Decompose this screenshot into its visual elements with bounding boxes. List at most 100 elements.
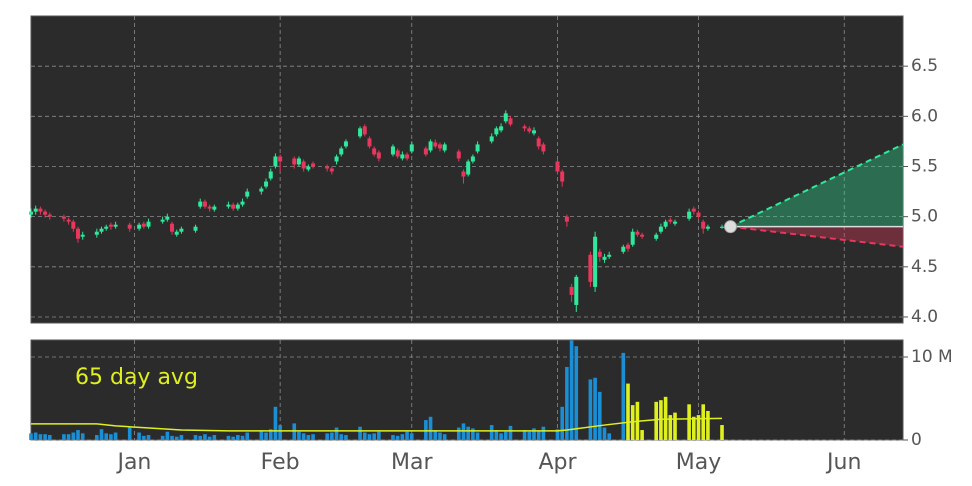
candle-body <box>231 204 236 209</box>
candle-body <box>268 171 273 179</box>
volume-bar <box>29 433 33 440</box>
candle-body <box>433 142 438 147</box>
volume-bar <box>405 431 409 440</box>
candle-body <box>437 144 442 149</box>
candle-body <box>696 212 701 217</box>
candle-body <box>235 204 240 209</box>
candle-body <box>94 231 99 235</box>
candle-body <box>240 201 245 205</box>
volume-bar <box>607 433 611 440</box>
candle-body <box>38 208 43 212</box>
candle-body <box>66 219 71 222</box>
volume-bar <box>663 396 668 440</box>
candle-body <box>527 128 532 132</box>
volume-bar <box>367 434 372 440</box>
candle-body <box>621 246 626 252</box>
candle-body <box>292 158 297 165</box>
volume-bar <box>377 431 381 440</box>
volume-bar <box>536 430 541 440</box>
volume-bar <box>560 406 564 440</box>
volume-bar <box>522 430 527 440</box>
y-tick-label: 6.0 <box>911 106 938 126</box>
volume-bar <box>292 423 297 440</box>
volume-bar <box>104 433 109 440</box>
volume-bar <box>442 434 447 440</box>
volume-bar <box>259 430 264 440</box>
volume-bar <box>306 435 311 440</box>
volume-bar <box>297 431 301 440</box>
volume-bar <box>174 436 179 440</box>
candle-body <box>569 286 574 295</box>
candle-body <box>400 154 405 159</box>
volume-bar <box>236 435 240 440</box>
candle-body <box>499 126 504 131</box>
volume-bar <box>461 423 466 440</box>
candle-body <box>705 226 710 229</box>
volume-bar <box>668 415 673 440</box>
volume-bar <box>433 430 438 440</box>
volume-bar <box>127 427 132 440</box>
candle-body <box>466 161 471 175</box>
candle-body <box>264 181 269 187</box>
volume-bar <box>499 433 503 440</box>
volume-bar <box>438 432 442 440</box>
candle-body <box>663 221 668 227</box>
candle-body <box>127 224 132 229</box>
volume-bar <box>311 434 315 440</box>
volume-bar <box>231 436 235 440</box>
candle-body <box>409 144 414 152</box>
candle-body <box>626 244 631 249</box>
candle-body <box>174 231 179 235</box>
candle-body <box>475 144 480 152</box>
candle-body <box>179 228 184 232</box>
volume-bar <box>33 432 38 440</box>
volume-bar <box>325 433 329 440</box>
candle-body <box>588 254 593 282</box>
candle-body <box>720 226 725 228</box>
candle-body <box>165 216 170 220</box>
volume-bar <box>597 391 602 440</box>
candle-body <box>325 166 330 169</box>
candle-body <box>329 168 334 172</box>
volume-bar <box>334 427 339 440</box>
candle-body <box>574 276 579 305</box>
volume-bar <box>165 431 170 440</box>
volume-bar <box>391 435 395 440</box>
candle-body <box>536 138 541 147</box>
volume-bar <box>62 434 66 440</box>
candle-body <box>160 219 165 222</box>
volume-bar <box>696 415 701 440</box>
x-tick-label: Apr <box>538 450 577 475</box>
candle-body <box>654 234 659 239</box>
candle-body <box>640 234 645 237</box>
candle-body <box>259 188 264 192</box>
volume-bar <box>409 433 414 440</box>
volume-bar <box>142 435 146 440</box>
candle-body <box>508 118 513 125</box>
x-tick-label: May <box>676 450 721 475</box>
candle-body <box>198 201 203 207</box>
volume-bar <box>424 420 428 440</box>
candle-body <box>193 226 198 231</box>
candle-body <box>301 161 306 169</box>
volume-bar <box>489 425 494 440</box>
candle-body <box>428 141 433 151</box>
y-tick-label: 5.5 <box>911 156 938 176</box>
candle-body <box>296 158 301 165</box>
volume-bar <box>701 404 706 440</box>
volume-bar <box>80 433 85 440</box>
volume-bar <box>95 435 99 440</box>
volume-bar <box>569 340 574 440</box>
candle-body <box>108 224 113 227</box>
candle-body <box>390 146 395 155</box>
candle-body <box>630 231 635 245</box>
volume-bar <box>212 435 217 440</box>
projection-lower-line <box>730 225 904 248</box>
volume-bar <box>593 377 597 440</box>
candle-body <box>555 161 560 172</box>
candle-body <box>560 171 565 182</box>
candle-body <box>202 201 207 207</box>
volume-bar <box>503 431 508 440</box>
volume-bar <box>99 429 104 440</box>
